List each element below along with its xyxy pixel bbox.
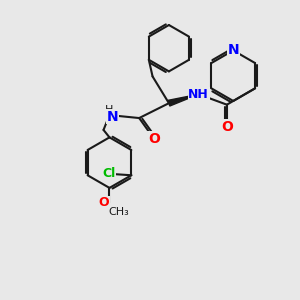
Text: NH: NH — [188, 88, 209, 101]
Text: O: O — [221, 120, 233, 134]
Text: H: H — [105, 105, 114, 115]
Text: N: N — [106, 110, 118, 124]
Text: O: O — [148, 132, 160, 146]
Text: CH₃: CH₃ — [108, 207, 129, 217]
Polygon shape — [168, 94, 199, 106]
Text: Cl: Cl — [102, 167, 116, 180]
Text: N: N — [227, 44, 239, 57]
Text: O: O — [99, 196, 110, 209]
